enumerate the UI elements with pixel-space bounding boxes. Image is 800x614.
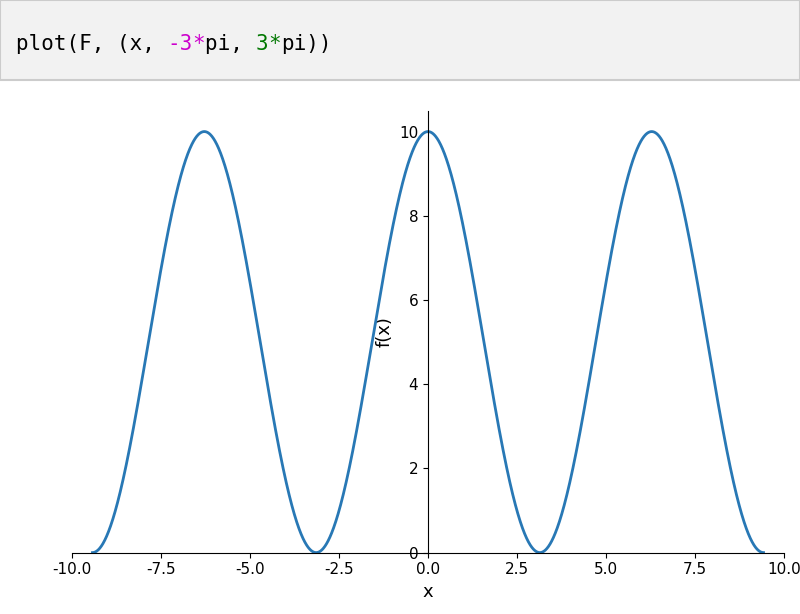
Text: 3: 3: [256, 34, 269, 54]
Text: *: *: [193, 34, 206, 54]
Text: *: *: [269, 34, 281, 54]
FancyBboxPatch shape: [0, 0, 800, 80]
Y-axis label: f(x): f(x): [375, 316, 394, 347]
Text: pi)): pi)): [281, 34, 332, 54]
Text: pi,: pi,: [206, 34, 256, 54]
X-axis label: x: x: [422, 583, 434, 601]
Text: -3: -3: [167, 34, 193, 54]
Text: plot(F, (x,: plot(F, (x,: [16, 34, 167, 54]
